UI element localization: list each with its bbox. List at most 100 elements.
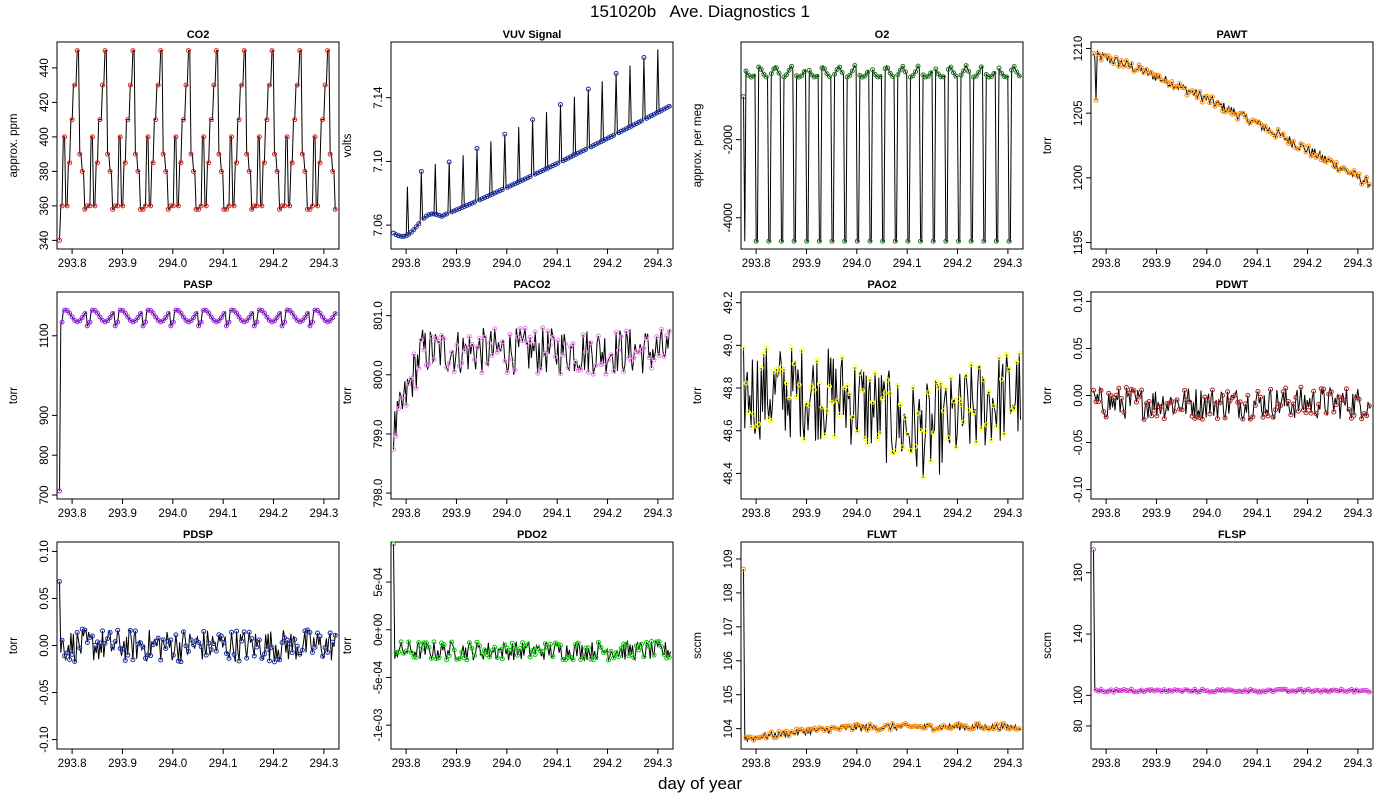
data-point [991,71,997,77]
data-point [140,206,146,212]
data-point [641,654,647,660]
data-point [482,334,488,340]
data-point [1156,73,1162,79]
data-point [588,340,594,346]
data-point [1311,688,1317,694]
y-tick-label: -0.10 [1073,476,1085,502]
data-point [1006,366,1012,372]
data-point [1273,687,1279,693]
data-point [849,68,855,74]
data-point [1220,108,1226,114]
series-markers [391,54,672,239]
data-point [1199,99,1205,105]
x-tick-label: 293.9 [1142,758,1171,770]
data-point [67,656,73,662]
data-point [913,723,919,729]
y-axis-label: volts [342,133,354,157]
data-point [1212,103,1218,109]
data-point [62,307,68,313]
data-point [659,107,665,113]
data-point [1116,63,1122,69]
data-point [446,360,452,366]
data-point [466,640,472,646]
data-point [618,334,624,340]
data-point [799,347,805,353]
data-point [961,723,967,729]
data-point [196,639,202,645]
data-point [794,726,800,732]
data-point [514,652,520,658]
data-point [315,630,321,636]
data-point [325,48,331,54]
plot-frame [1090,41,1374,250]
data-point [595,333,601,339]
data-point [466,201,472,207]
data-point [165,311,171,317]
data-point [1009,67,1015,73]
data-point [274,656,280,662]
data-point [256,134,262,140]
y-tick-label: 49.0 [723,334,735,356]
data-point [196,206,202,212]
data-point [284,637,290,643]
data-point [428,211,434,217]
data-point [1136,62,1142,68]
data-point [915,724,921,730]
x-tick-label: 293.8 [742,508,771,520]
data-point [416,640,422,646]
data-point [449,639,455,645]
data-point [595,140,601,146]
data-point [317,160,323,166]
data-point [1268,687,1274,693]
data-point [1169,79,1175,85]
data-point [905,238,911,244]
data-point [421,640,427,646]
data-point [165,638,171,644]
data-point [1250,414,1256,420]
data-point [163,315,169,321]
data-point [254,319,260,325]
data-point [801,437,807,443]
data-point [882,722,888,728]
data-point [877,431,883,437]
data-point [327,318,333,324]
data-point [1184,687,1190,693]
data-point [299,318,305,324]
data-point [1164,401,1170,407]
panel-pawt: PAWT 293.8 293.9 294.0 294.1 294.2 294.3 1195 12… [1042,29,1374,270]
data-point [923,725,929,731]
data-point [933,66,939,72]
data-point [905,431,911,437]
data-point [1001,73,1007,79]
data-point [148,307,154,313]
data-point [1298,384,1304,390]
data-point [560,158,566,164]
data-point [211,82,217,88]
data-point [102,640,108,646]
data-point [332,206,338,212]
data-point [616,654,622,660]
data-point [981,726,987,732]
data-point [431,639,437,645]
data-point [1328,687,1334,693]
data-point [961,419,967,425]
panel-o2: O2 293.8 293.9 294.0 294.1 294.2 294.3 -4000 -20… [692,29,1024,270]
data-point [327,630,333,636]
data-point [763,735,769,741]
data-point [1217,102,1223,108]
data-point [236,658,242,664]
data-point [928,458,934,464]
data-point [79,626,85,632]
data-point [829,724,835,730]
data-point [616,347,622,353]
series-markers [741,345,1022,481]
data-point [664,105,670,111]
data-point [274,168,280,174]
data-point [1285,398,1291,404]
data-point [781,366,787,372]
data-point [580,654,586,660]
data-point [514,334,520,340]
data-point [593,141,599,147]
data-point [188,151,194,157]
data-point [1257,394,1263,400]
